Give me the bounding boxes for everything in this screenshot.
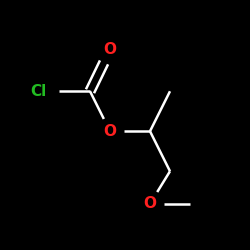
Text: Cl: Cl xyxy=(30,84,46,99)
Text: O: O xyxy=(104,124,117,139)
Text: O: O xyxy=(144,196,156,211)
Text: O: O xyxy=(104,42,117,58)
